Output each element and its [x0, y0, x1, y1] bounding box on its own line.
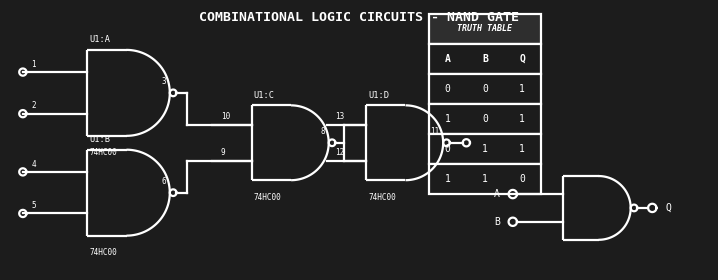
Text: B: B: [482, 54, 488, 64]
Text: TRUTH TABLE: TRUTH TABLE: [457, 24, 513, 33]
Text: 1: 1: [519, 114, 525, 124]
Text: 1: 1: [444, 114, 451, 124]
Text: 12: 12: [335, 148, 345, 157]
Text: 0: 0: [482, 114, 488, 124]
Text: 0: 0: [482, 84, 488, 94]
Text: 1: 1: [444, 174, 451, 183]
Text: A: A: [494, 189, 500, 199]
Bar: [429, 104, 541, 134]
Text: B: B: [494, 217, 500, 227]
Text: 13: 13: [335, 113, 345, 122]
Text: 1: 1: [32, 60, 36, 69]
Bar: [429, 44, 541, 74]
Text: 1: 1: [482, 174, 488, 183]
Text: 8: 8: [320, 127, 325, 136]
Bar: [429, 164, 541, 193]
Text: 6: 6: [162, 177, 166, 186]
Text: 74HC00: 74HC00: [89, 248, 117, 257]
Text: 11: 11: [430, 127, 439, 136]
Bar: [429, 14, 541, 44]
Text: 0: 0: [519, 174, 525, 183]
Text: 1: 1: [482, 144, 488, 154]
Text: 0: 0: [444, 84, 451, 94]
Text: U1:D: U1:D: [368, 91, 389, 100]
Text: COMBINATIONAL LOGIC CIRCUITS - NAND GATE: COMBINATIONAL LOGIC CIRCUITS - NAND GATE: [199, 11, 519, 24]
Text: 0: 0: [444, 144, 451, 154]
Text: Q: Q: [665, 203, 671, 213]
Text: 10: 10: [221, 113, 230, 122]
Text: 2: 2: [32, 101, 36, 110]
Bar: [429, 74, 541, 104]
Text: A: A: [444, 54, 451, 64]
Text: 5: 5: [32, 201, 36, 210]
Text: U1:B: U1:B: [89, 135, 111, 144]
Text: 3: 3: [162, 77, 166, 86]
Text: 74HC00: 74HC00: [89, 148, 117, 157]
Text: 74HC00: 74HC00: [368, 193, 396, 202]
Text: 9: 9: [221, 148, 225, 157]
Text: 1: 1: [519, 144, 525, 154]
Text: Q: Q: [519, 54, 525, 64]
Text: 74HC00: 74HC00: [254, 193, 281, 202]
Bar: [429, 134, 541, 164]
Text: U1:A: U1:A: [89, 35, 111, 44]
Text: 1: 1: [519, 84, 525, 94]
Text: U1:C: U1:C: [254, 91, 275, 100]
Text: 4: 4: [32, 160, 36, 169]
